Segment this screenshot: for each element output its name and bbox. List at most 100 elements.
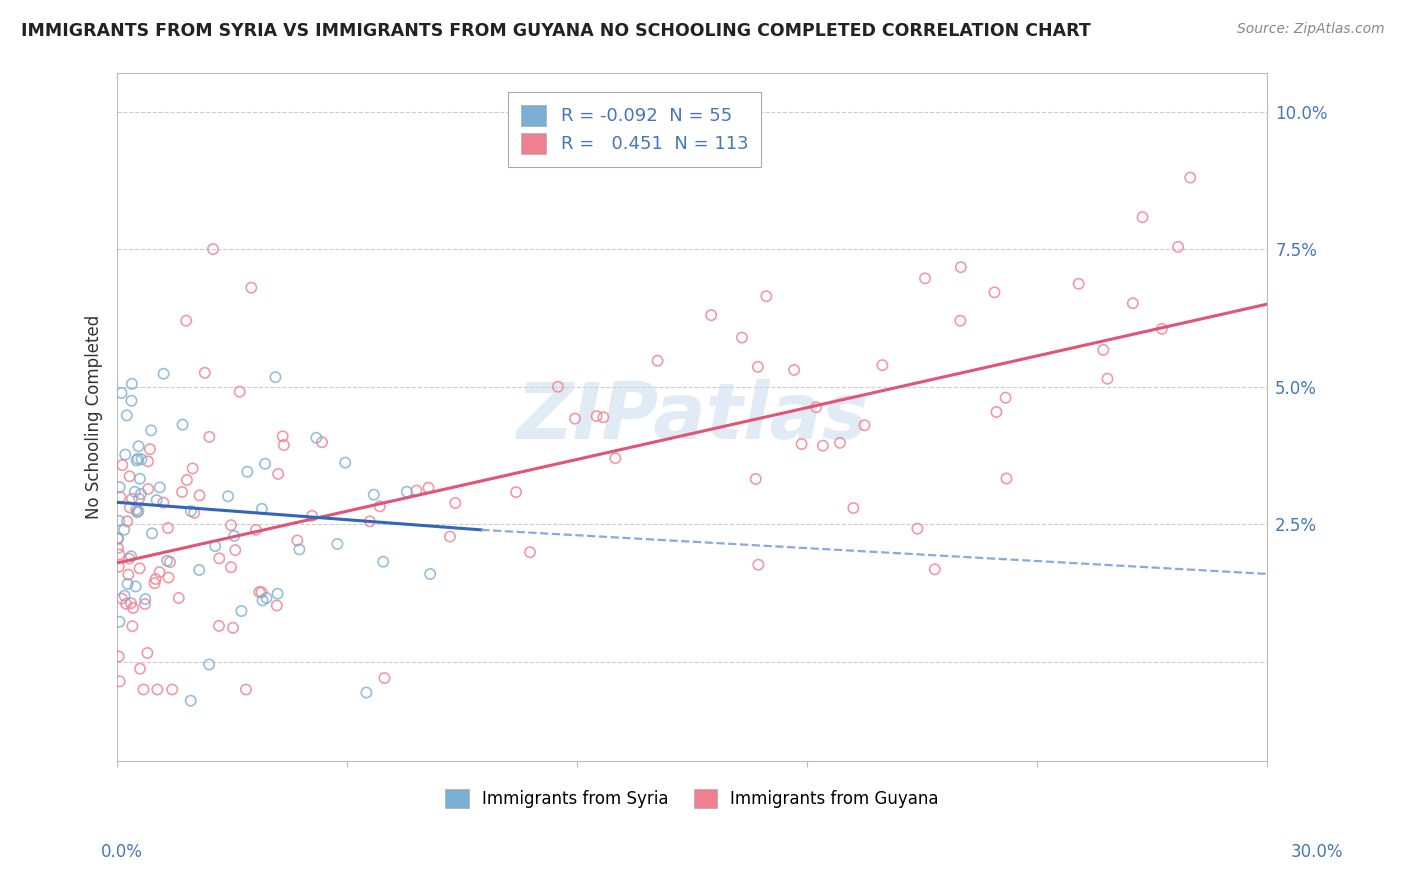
Point <box>256 591 278 605</box>
Point <box>124 579 146 593</box>
Point <box>1150 322 1173 336</box>
Point <box>114 589 136 603</box>
Point <box>250 585 273 599</box>
Point <box>359 514 381 528</box>
Point <box>252 593 274 607</box>
Text: IMMIGRANTS FROM SYRIA VS IMMIGRANTS FROM GUYANA NO SCHOOLING COMPLETED CORRELATI: IMMIGRANTS FROM SYRIA VS IMMIGRANTS FROM… <box>21 22 1091 40</box>
Point <box>152 367 174 381</box>
Point <box>115 515 138 529</box>
Point <box>747 359 769 374</box>
Point <box>1180 170 1202 185</box>
Point <box>605 451 627 466</box>
Point <box>121 376 143 391</box>
Point <box>305 431 328 445</box>
Point <box>585 409 607 423</box>
Point <box>418 481 440 495</box>
Point <box>335 456 357 470</box>
Point <box>271 429 294 443</box>
Point <box>136 646 159 660</box>
Point <box>115 597 138 611</box>
Point <box>519 545 541 559</box>
Point <box>181 461 204 475</box>
Point <box>160 682 183 697</box>
Point <box>804 400 827 414</box>
Point <box>208 619 231 633</box>
Point <box>134 592 156 607</box>
Point <box>204 539 226 553</box>
Point <box>842 501 865 516</box>
Point <box>180 694 202 708</box>
Point <box>264 370 287 384</box>
Point <box>287 533 309 548</box>
Point <box>128 561 150 575</box>
Point <box>111 458 134 472</box>
Point <box>747 558 769 572</box>
Legend: Immigrants from Syria, Immigrants from Guyana: Immigrants from Syria, Immigrants from G… <box>439 782 945 814</box>
Point <box>143 576 166 591</box>
Point <box>949 260 972 275</box>
Point <box>107 531 129 545</box>
Point <box>129 487 152 501</box>
Point <box>115 409 138 423</box>
Point <box>373 671 395 685</box>
Point <box>228 384 250 399</box>
Point <box>188 488 211 502</box>
Point <box>112 523 135 537</box>
Point <box>231 604 253 618</box>
Point <box>208 551 231 566</box>
Point <box>217 489 239 503</box>
Point <box>139 442 162 457</box>
Point <box>125 505 148 519</box>
Point <box>564 411 586 425</box>
Point <box>125 453 148 467</box>
Point <box>108 548 131 562</box>
Point <box>235 682 257 697</box>
Point <box>986 405 1008 419</box>
Point <box>1092 343 1115 357</box>
Point <box>159 555 181 569</box>
Point <box>148 565 170 579</box>
Point <box>122 600 145 615</box>
Point <box>108 480 131 494</box>
Point <box>755 289 778 303</box>
Point <box>994 391 1017 405</box>
Point <box>288 542 311 557</box>
Point <box>790 437 813 451</box>
Point <box>176 473 198 487</box>
Point <box>198 430 221 444</box>
Point <box>949 314 972 328</box>
Point <box>273 438 295 452</box>
Point <box>224 543 246 558</box>
Point <box>121 619 143 633</box>
Point <box>117 567 139 582</box>
Point <box>108 615 131 629</box>
Point <box>111 591 134 606</box>
Point <box>828 435 851 450</box>
Point <box>172 417 194 432</box>
Point <box>134 597 156 611</box>
Point <box>118 500 141 515</box>
Point <box>108 559 131 574</box>
Point <box>700 308 723 322</box>
Point <box>107 532 129 546</box>
Point <box>1122 296 1144 310</box>
Point <box>505 485 527 500</box>
Point <box>141 526 163 541</box>
Point <box>240 280 263 294</box>
Point <box>107 541 129 555</box>
Point <box>439 530 461 544</box>
Point <box>266 599 288 613</box>
Point <box>224 529 246 543</box>
Point <box>311 435 333 450</box>
Point <box>129 662 152 676</box>
Text: Source: ZipAtlas.com: Source: ZipAtlas.com <box>1237 22 1385 37</box>
Point <box>301 508 323 523</box>
Point <box>149 480 172 494</box>
Point <box>198 657 221 672</box>
Point <box>356 685 378 699</box>
Point <box>326 537 349 551</box>
Point <box>118 469 141 483</box>
Point <box>131 452 153 467</box>
Point <box>368 500 391 514</box>
Point <box>108 649 131 664</box>
